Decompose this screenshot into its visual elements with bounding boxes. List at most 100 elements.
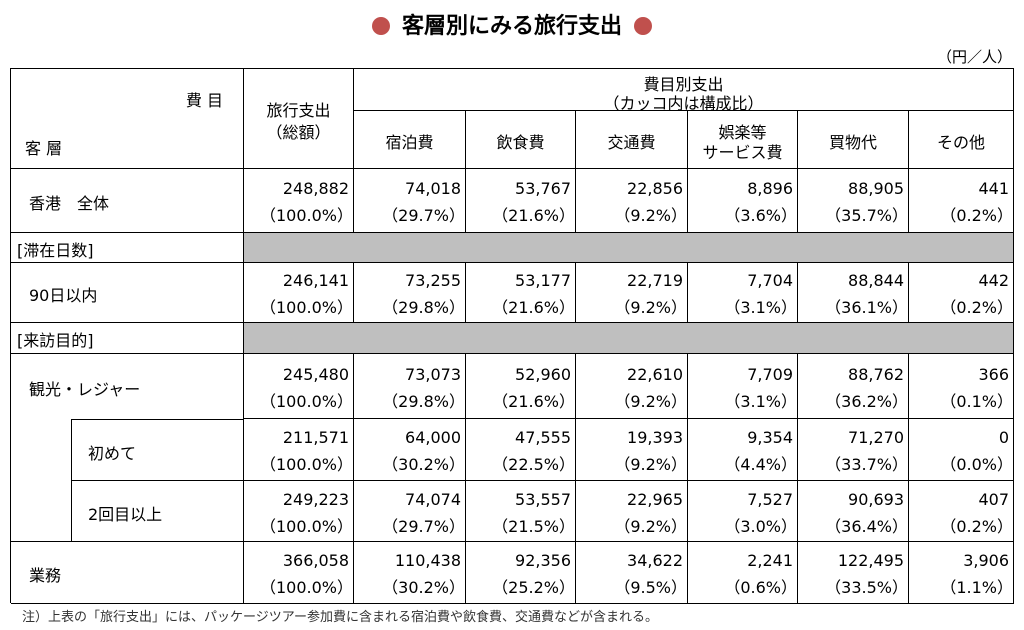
header-text: 飲食費 (496, 133, 545, 152)
cell: 飲食費 (466, 111, 576, 169)
cell: 64,000 （30.2%） (354, 419, 466, 481)
share: （21.6%） (492, 206, 575, 225)
share: （100.0%） (259, 578, 353, 597)
share: （100.0%） (259, 206, 353, 225)
row-label: 90日以内 (29, 286, 98, 305)
amount: 22,856 (627, 179, 683, 198)
header-text: 買物代 (828, 133, 877, 152)
amount: 74,018 (405, 179, 461, 198)
cell: 7,709 （3.1%） (688, 354, 798, 419)
amount: 110,438 (394, 551, 461, 570)
cell: 248,882 （100.0%） (244, 169, 354, 233)
amount: 74,074 (405, 489, 461, 509)
amount: 71,270 (848, 428, 904, 447)
cell: 7,704 （3.1%） (688, 263, 798, 323)
section-label: [滞在日数] (17, 241, 94, 260)
header-text: サービス費 (702, 143, 783, 162)
share: （100.0%） (259, 455, 353, 474)
amount: 88,905 (848, 179, 904, 198)
share: （30.2%） (382, 578, 465, 597)
share: （0.6%） (724, 578, 797, 597)
share: （30.2%） (382, 455, 465, 474)
cell: 買物代 (798, 111, 909, 169)
amount: 366 (978, 364, 1009, 384)
share: （100.0%） (259, 391, 353, 411)
share: （29.7%） (382, 206, 465, 225)
cell: 92,356 （25.2%） (466, 542, 576, 604)
cell: 業務 (11, 542, 244, 604)
share: （0.0%） (940, 455, 1013, 474)
amount: 441 (978, 179, 1009, 198)
row-label: 香港 全体 (29, 194, 110, 213)
amount: 73,073 (405, 364, 461, 384)
share: （25.2%） (492, 578, 575, 597)
share: （9.2%） (614, 298, 687, 317)
header-text: 費 目 (185, 91, 223, 110)
bullet (634, 17, 652, 35)
cell: 73,255 （29.8%） (354, 263, 466, 323)
amount: 34,622 (627, 551, 683, 570)
share: （3.1%） (724, 298, 797, 317)
row-label: 観光・レジャー (29, 379, 141, 399)
cell: 22,719 （9.2%） (576, 263, 688, 323)
table: 費 目客 層 旅行支出 （総額） 費目別支出 （カッコ内は構成比） 宿泊費 飲食費 交通費 娯楽… (10, 68, 1014, 604)
amount: 7,709 (747, 364, 793, 384)
amount: 53,767 (515, 179, 571, 198)
cell: 366 （0.1%） (909, 354, 1014, 419)
cell: 53,767 （21.6%） (466, 169, 576, 233)
header-text: 娯楽等 (718, 123, 767, 142)
amount: 9,354 (747, 428, 793, 447)
cell: 90日以内 (11, 263, 244, 323)
amount: 47,555 (515, 428, 571, 447)
cell: 53,177 （21.6%） (466, 263, 576, 323)
share: （22.5%） (492, 455, 575, 474)
amount: 7,527 (747, 489, 793, 509)
header-text: 交通費 (607, 133, 656, 152)
cell: 旅行支出 （総額） (244, 69, 354, 169)
amount: 52,960 (515, 364, 571, 384)
amount: 245,480 (282, 364, 349, 384)
cell: 22,965 （9.2%） (576, 481, 688, 542)
share: （29.7%） (382, 516, 465, 536)
cell: 交通費 (576, 111, 688, 169)
amount: 7,704 (747, 271, 793, 290)
amount: 22,610 (627, 364, 683, 384)
amount: 53,557 (515, 489, 571, 509)
share: （33.7%） (825, 455, 908, 474)
share: （21.5%） (492, 516, 575, 536)
bullet (371, 17, 390, 35)
title-bar: 客層別にみる旅行支出 (0, 8, 1024, 40)
cell: 88,762 （36.2%） (798, 354, 909, 419)
amount: 442 (978, 271, 1009, 290)
cell: 211,571 （100.0%） (244, 419, 354, 481)
amount: 64,000 (405, 428, 461, 447)
cell: [来訪目的] (11, 323, 244, 354)
cell: 249,223 （100.0%） (244, 481, 354, 542)
share: （3.1%） (724, 391, 797, 411)
share: （3.0%） (724, 516, 797, 536)
section-label: [来訪目的] (17, 331, 94, 350)
share: （0.2%） (940, 206, 1013, 225)
cell (244, 233, 1014, 263)
title: 客層別にみる旅行支出 (401, 14, 622, 39)
cell: 71,270 （33.7%） (798, 419, 909, 481)
cell: 3,906 （1.1%） (909, 542, 1014, 604)
row-label: 初めて (88, 444, 137, 463)
amount: 366,058 (282, 551, 349, 570)
cell: 366,058 （100.0%） (244, 542, 354, 604)
share: （36.2%） (825, 391, 908, 411)
header-text: 宿泊費 (385, 133, 434, 152)
cell: その他 (909, 111, 1014, 169)
cell: 初めて (71, 419, 244, 481)
cell: 香港 全体 (11, 169, 244, 233)
share: （21.6%） (492, 298, 575, 317)
cell: 74,018 （29.7%） (354, 169, 466, 233)
amount: 248,882 (282, 179, 349, 198)
amount: 53,177 (515, 271, 571, 290)
cell: 47,555 （22.5%） (466, 419, 576, 481)
header-text: （カッコ内は構成比） (603, 94, 764, 113)
cell: 90,693 （36.4%） (798, 481, 909, 542)
unit: （円／人） (936, 48, 1012, 66)
cell: 246,141 （100.0%） (244, 263, 354, 323)
share: （100.0%） (259, 298, 353, 317)
